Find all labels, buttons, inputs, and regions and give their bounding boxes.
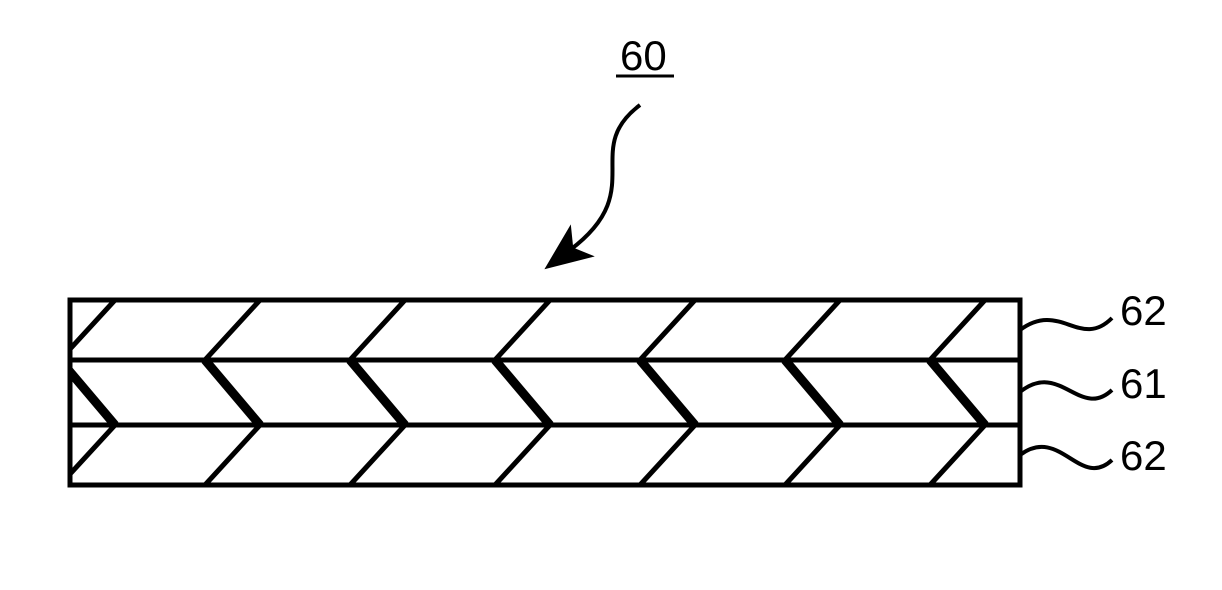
hatch-line (350, 360, 405, 425)
hatch-line (205, 360, 260, 425)
hatch-line (350, 425, 405, 485)
hatch-line (350, 300, 405, 360)
hatch-line (495, 300, 550, 360)
hatch-line (930, 300, 985, 360)
leader-line (1020, 447, 1112, 468)
layer-label-62: 62 (1120, 432, 1167, 479)
leader-line (1020, 318, 1112, 330)
leader-line (1020, 382, 1112, 398)
hatch-line (930, 360, 985, 425)
layer-bottom (60, 425, 1130, 485)
assembly-pointer-arrow (570, 105, 640, 250)
hatch-line (785, 300, 840, 360)
hatch-line (495, 425, 550, 485)
assembly-label-text: 60 (620, 32, 667, 79)
layer-middle (60, 360, 1020, 425)
layer-label-61: 61 (1120, 360, 1167, 407)
hatch-line (205, 425, 260, 485)
hatch-line (785, 360, 840, 425)
layer-top (60, 300, 1130, 360)
side-labels: 62 61 62 (1020, 287, 1167, 479)
hatch-line (640, 300, 695, 360)
hatch-line (930, 425, 985, 485)
cross-section-figure: 60 62 61 62 (0, 0, 1222, 590)
layer-label-62: 62 (1120, 287, 1167, 334)
hatch-line (495, 360, 550, 425)
hatch-line (640, 360, 695, 425)
hatch-line (205, 300, 260, 360)
hatch-line (785, 425, 840, 485)
layer-stack (60, 300, 1130, 485)
hatch-line (640, 425, 695, 485)
assembly-label: 60 (570, 32, 674, 250)
